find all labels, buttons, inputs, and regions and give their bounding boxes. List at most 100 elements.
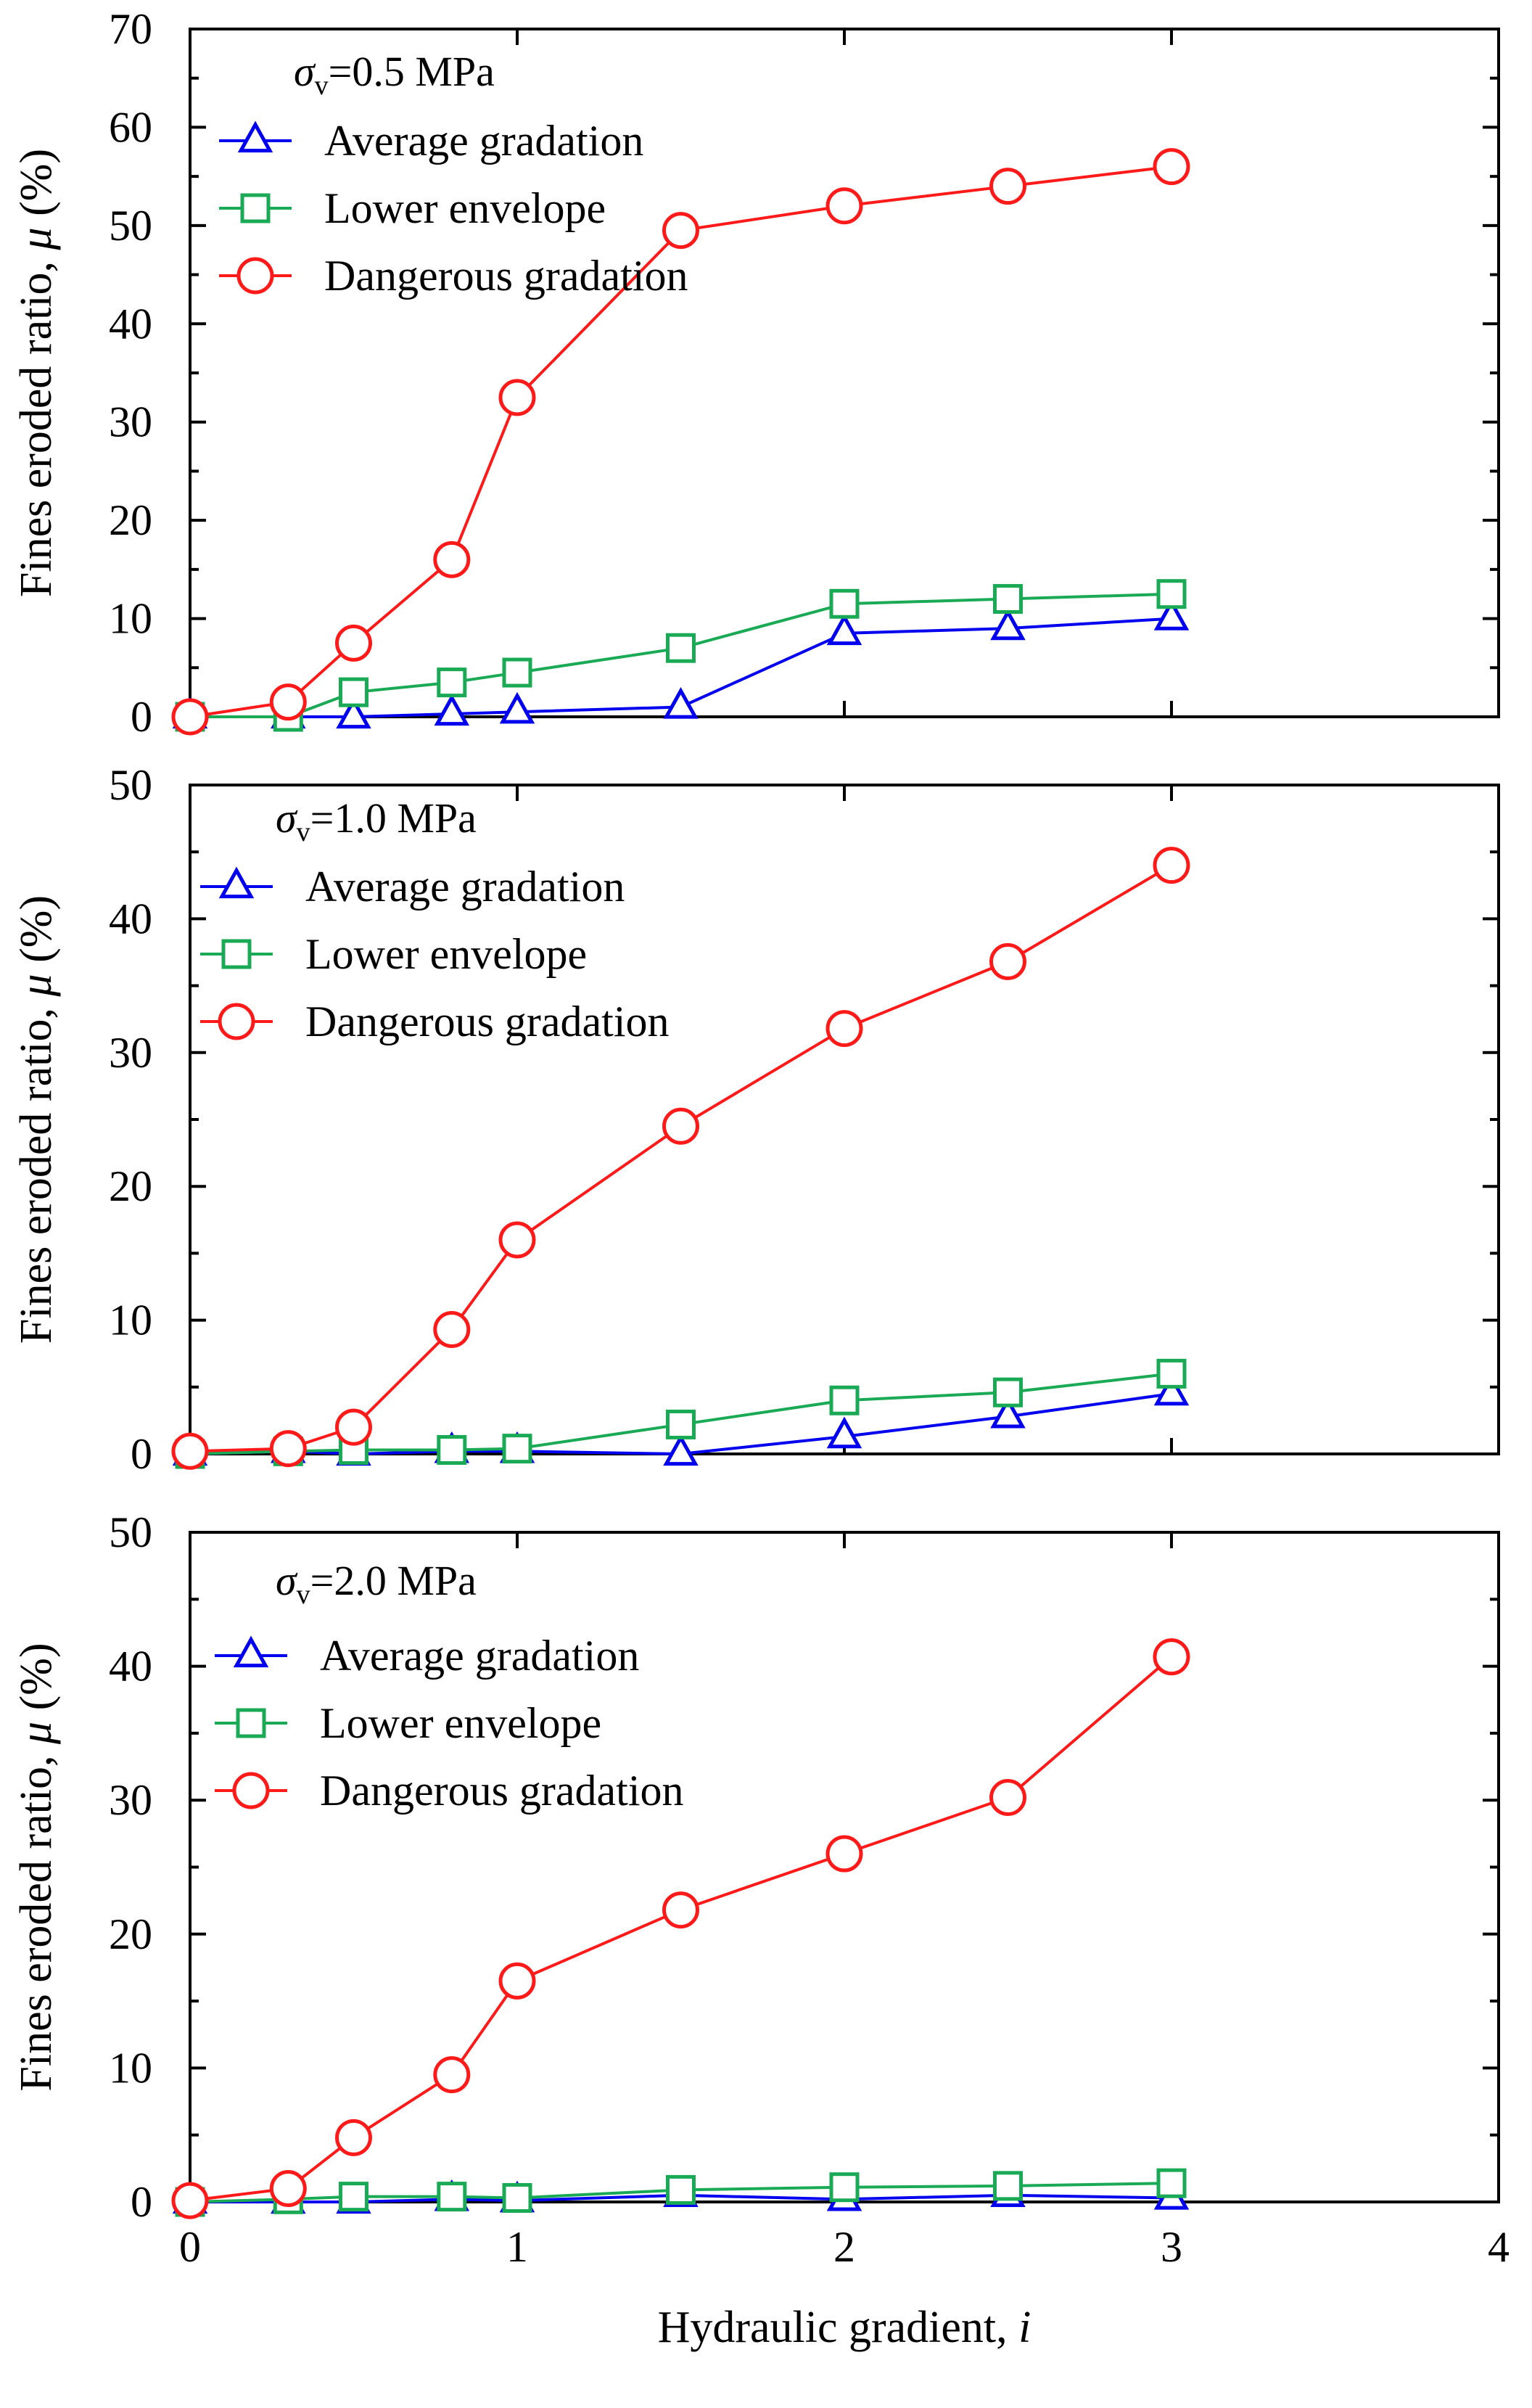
data-point [1156, 1358, 1187, 1389]
y-tick-label: 30 [109, 1029, 152, 1077]
data-point [502, 657, 532, 688]
data-point [1156, 2168, 1187, 2198]
legend-marker [236, 257, 274, 295]
y-tick-label: 30 [109, 398, 152, 446]
legend-label: Lower envelope [320, 1699, 601, 1747]
data-point [825, 1835, 863, 1873]
data-point [662, 212, 699, 250]
data-point [993, 2171, 1023, 2201]
data-point [498, 379, 536, 416]
y-tick-label: 20 [109, 496, 152, 544]
stress-label: σv=1.0 MPa [276, 794, 477, 847]
data-point [269, 683, 307, 721]
y-tick-label: 40 [109, 895, 152, 942]
data-point [433, 541, 471, 578]
x-tick-label: 3 [1161, 2223, 1182, 2271]
y-tick-label: 10 [109, 1297, 152, 1344]
data-point [990, 608, 1026, 641]
stress-label: σv=2.0 MPa [276, 1557, 477, 1610]
data-point [1153, 148, 1190, 186]
legend: Average gradation Lower envelope Dangerous… [215, 1632, 684, 1815]
data-point [989, 168, 1026, 205]
data-point [1153, 847, 1190, 884]
data-point [339, 2182, 368, 2212]
legend-label: Average gradation [320, 1632, 639, 1680]
data-point [666, 633, 696, 663]
data-point [825, 1010, 863, 1048]
data-point [825, 187, 863, 225]
legend-marker [221, 939, 252, 969]
data-point [339, 677, 368, 707]
data-point [826, 613, 862, 646]
data-point [989, 1779, 1026, 1817]
data-point [989, 942, 1026, 980]
series-lower-envelope [175, 2168, 1187, 2217]
data-point [335, 2119, 372, 2156]
data-point [336, 696, 371, 729]
data-point [433, 1311, 471, 1349]
data-point [269, 2170, 307, 2208]
y-tick-label: 60 [109, 103, 152, 151]
data-point [666, 1409, 696, 1439]
series-average-gradation [172, 599, 1190, 729]
data-point [829, 2172, 860, 2203]
data-point [993, 583, 1023, 614]
x-tick-label: 2 [833, 2223, 855, 2271]
data-point [499, 691, 535, 724]
data-point [437, 1434, 467, 1465]
data-point [990, 1396, 1026, 1429]
data-point [1156, 579, 1187, 609]
data-point [1153, 1638, 1190, 1676]
y-tick-label: 30 [109, 1776, 152, 1824]
data-point [433, 2056, 471, 2094]
data-point [498, 1962, 536, 2000]
legend-label: Average gradation [324, 117, 643, 165]
data-point [663, 686, 699, 719]
series-dangerous-gradation [171, 148, 1190, 736]
y-axis-title: Fines eroded ratio, μ (%) [12, 1643, 61, 2091]
data-point [335, 624, 372, 662]
data-point [663, 1434, 699, 1466]
y-tick-label: 40 [109, 300, 152, 348]
data-point [335, 1408, 372, 1446]
data-point [662, 1107, 699, 1145]
y-tick-label: 50 [109, 761, 152, 809]
data-point [829, 1385, 860, 1415]
y-tick-label: 0 [131, 2178, 152, 2226]
x-tick-label: 1 [506, 2223, 528, 2271]
y-tick-label: 50 [109, 1508, 152, 1556]
data-point [171, 2182, 209, 2219]
legend-marker [233, 1635, 269, 1668]
series-dangerous-gradation [171, 847, 1190, 1470]
legend-label: Dangerous gradation [320, 1767, 684, 1815]
legend-marker [218, 1003, 255, 1040]
data-point [437, 667, 467, 698]
panel-1: 0 10 20 30 40 50 60 70 Fines eroded ratio, μ (%)… [12, 5, 1500, 741]
stress-label: σv=0.5 MPa [294, 48, 495, 101]
x-tick-label: 0 [179, 2223, 201, 2271]
data-point [434, 694, 470, 726]
legend: Average gradation Lower envelope Dangerous… [219, 117, 688, 300]
legend-label: Lower envelope [305, 930, 587, 978]
data-point [437, 2182, 467, 2212]
data-point [502, 2182, 532, 2213]
x-tick-label: 4 [1488, 2223, 1510, 2271]
legend-marker [240, 193, 271, 223]
legend-marker [237, 120, 273, 153]
legend-label: Lower envelope [324, 184, 606, 232]
series-dangerous-gradation [171, 1638, 1190, 2219]
y-axis-title: Fines eroded ratio, μ (%) [12, 895, 61, 1344]
y-tick-label: 40 [109, 1643, 152, 1690]
y-tick-label: 50 [109, 202, 152, 250]
data-point [829, 588, 860, 619]
data-point [993, 1377, 1023, 1408]
legend-label: Dangerous gradation [305, 998, 670, 1045]
panel-2: 0 10 20 30 40 50 Fines eroded ratio, μ (%) σv=1… [12, 761, 1500, 1478]
data-point [666, 2174, 696, 2205]
data-point [269, 1430, 307, 1468]
legend-marker [236, 1708, 266, 1738]
legend-marker [232, 1772, 270, 1809]
